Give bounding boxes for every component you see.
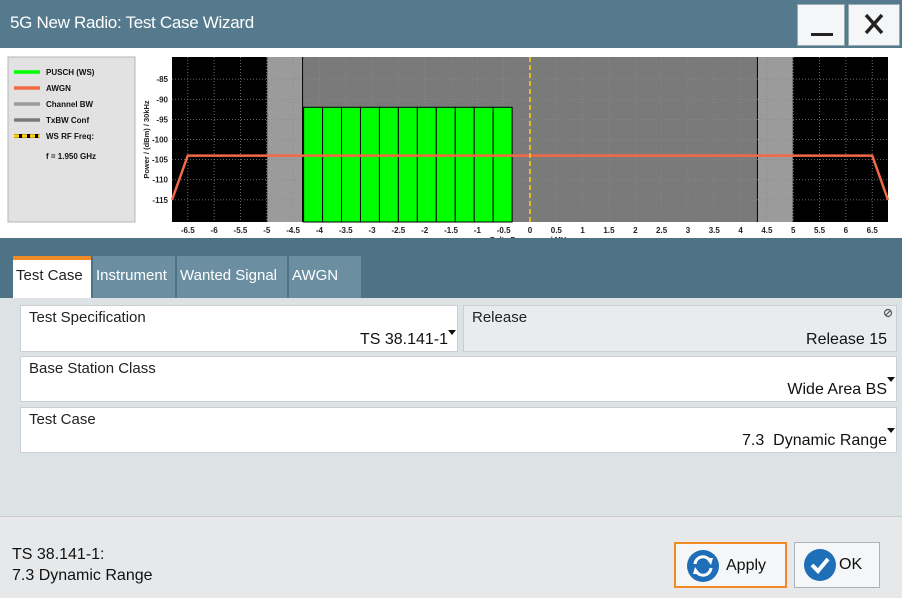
x-tick-label: 4.5 <box>761 226 773 235</box>
bar <box>303 106 324 223</box>
dropdown-arrow <box>887 377 895 382</box>
field-label: Release <box>472 309 528 326</box>
annotation: f = 1.950 GHz <box>46 152 96 161</box>
tab[interactable]: AWGN <box>289 256 361 298</box>
x-tick-label: -5.5 <box>234 226 248 235</box>
field-value: 7.3 Dynamic Range <box>742 432 887 449</box>
x-tick-label: 5.5 <box>814 226 826 235</box>
x-tick-label: 6 <box>844 226 849 235</box>
legend-label: Channel BW <box>46 100 94 109</box>
x-tick-label: -1.5 <box>444 226 458 235</box>
x-tick-label: -6 <box>211 226 219 235</box>
button-label: OK <box>839 556 863 573</box>
legend-label: AWGN <box>46 84 71 93</box>
ok-icon <box>804 549 836 581</box>
field-value: Release 15 <box>806 331 887 348</box>
bar <box>397 106 418 223</box>
x-tick-label: 4 <box>738 226 743 235</box>
readonly-icon <box>883 308 893 318</box>
bar <box>341 106 361 223</box>
chart: -85-90-95-100-105-110-115-6.5 -6 -5.5 -5 -4.… <box>7 56 890 244</box>
y-tick-label: -90 <box>156 95 168 104</box>
ok-button[interactable]: OK <box>794 542 880 588</box>
field-label: Test Case <box>29 411 96 428</box>
bar <box>454 106 475 223</box>
bar <box>492 106 513 223</box>
bar <box>322 106 343 223</box>
release-field: Release Release 15 <box>463 305 897 352</box>
x-tick-label: -4.5 <box>286 226 300 235</box>
x-tick-label: -5 <box>263 226 271 235</box>
field-value: Wide Area BS <box>787 381 887 398</box>
legend-label: PUSCH (WS) <box>46 68 95 77</box>
apply-button[interactable]: Apply <box>674 542 787 588</box>
legend-label: TxBW Conf <box>46 116 89 125</box>
x-tick-label: -4 <box>316 226 324 235</box>
tab[interactable]: Test Case <box>13 256 91 298</box>
x-tick-label: 3 <box>686 226 691 235</box>
base-station-class-field[interactable]: Base Station Class Wide Area BS <box>20 356 897 402</box>
field-value: TS 38.141-1 <box>359 331 448 348</box>
bar <box>473 106 494 223</box>
status-line: 7.3 Dynamic Range <box>12 567 153 584</box>
tab[interactable]: Instrument <box>93 256 175 298</box>
bar <box>435 106 456 223</box>
chart-panel: -85 -90 -95 -100 -105 -110 -115 -6.5 -6 -5.5 -5 -4.… <box>0 48 902 244</box>
dropdown-arrow <box>887 428 895 433</box>
x-tick-label: -1 <box>474 226 482 235</box>
x-tick-label: 0.5 <box>551 226 563 235</box>
legend-box <box>7 56 136 223</box>
apply-icon <box>687 550 719 582</box>
x-tick-label: -3 <box>368 226 376 235</box>
y-tick-label: -105 <box>152 156 169 165</box>
test-case-field[interactable]: Test Case 7.3 Dynamic Range <box>20 407 897 453</box>
y-tick-label: -85 <box>156 75 168 84</box>
close-button[interactable] <box>848 4 900 46</box>
field-label: Test Specification <box>29 309 146 326</box>
x-tick-label: 3.5 <box>709 226 721 235</box>
x-tick-label: 0 <box>528 226 533 235</box>
x-tick-label: 5 <box>791 226 796 235</box>
bar <box>378 106 399 223</box>
y-tick-label: -115 <box>152 196 168 205</box>
bar <box>359 106 380 223</box>
bar <box>416 106 437 223</box>
y-tick-label: -110 <box>152 176 168 185</box>
button-label: Apply <box>726 557 767 574</box>
x-tick-label: -2.5 <box>391 226 405 235</box>
y-axis-label: Power / (dBm) / 30kHz <box>142 100 151 179</box>
x-tick-label: 2.5 <box>656 226 668 235</box>
minimize-button[interactable] <box>797 4 845 46</box>
x-tick-label: -2 <box>421 226 429 235</box>
test-specification-field[interactable]: Test Specification TS 38.141-1 <box>20 305 458 352</box>
x-tick-label: 6.5 <box>867 226 879 235</box>
dropdown-arrow <box>448 330 456 335</box>
close-icon <box>864 13 884 35</box>
y-tick-label: -95 <box>156 115 168 124</box>
status-line: TS 38.141-1: <box>12 546 105 563</box>
title-bar <box>0 0 902 48</box>
y-tick-label: -100 <box>152 136 169 145</box>
x-tick-label: 2 <box>633 226 638 235</box>
window-title: 5G New Radio: Test Case Wizard <box>10 13 254 32</box>
x-tick-label: -6.5 <box>181 226 195 235</box>
field-label: Base Station Class <box>29 360 156 377</box>
tab[interactable]: Wanted Signal <box>177 256 287 298</box>
x-tick-label: -0.5 <box>497 226 511 235</box>
legend-label: WS RF Freq: <box>46 132 94 141</box>
x-tick-label: 1.5 <box>603 226 615 235</box>
x-tick-label: 1 <box>580 226 585 235</box>
x-tick-label: -3.5 <box>339 226 353 235</box>
